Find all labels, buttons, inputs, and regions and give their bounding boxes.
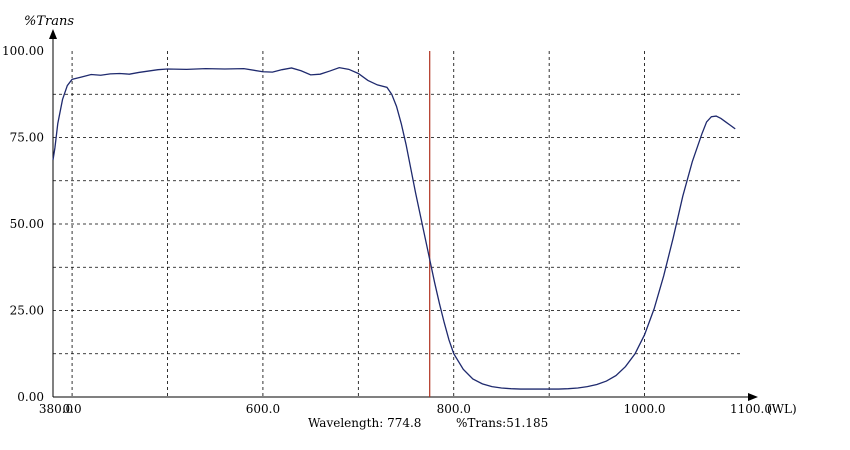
x-axis-arrow (748, 393, 758, 401)
y-axis-arrow (49, 29, 57, 39)
x-tick-label: 800.0 (437, 402, 471, 416)
x-tick-label: 1100.0 (730, 402, 772, 416)
series-line-trans (52, 66, 736, 390)
y-tick-label: 100.00 (2, 44, 44, 58)
y-tick-labels: 0.00 25.00 50.00 75.00 100.00 (2, 44, 44, 404)
y-tick-label: 50.00 (10, 217, 44, 231)
x-tick-labels: 380.00.0 600.0 800.0 1000.0 1100.0 (39, 402, 772, 416)
x-axis-unit-label: (WL) (767, 402, 797, 416)
x-tick-label: 380.0 (39, 402, 73, 416)
y-tick-label: 25.00 (10, 304, 44, 318)
y-tick-label: 75.00 (10, 131, 44, 145)
x-tick-label: 1000.0 (624, 402, 666, 416)
trans-readout: %Trans:51.185 (456, 416, 548, 430)
x-tick-label: 0.0 (63, 402, 82, 416)
wavelength-readout: Wavelength: 774.8 (308, 416, 421, 430)
axes (49, 29, 758, 401)
y-axis-title: %Trans (24, 14, 74, 29)
gridlines (53, 51, 740, 397)
x-tick-label: 600.0 (246, 402, 280, 416)
y-tick-label: 0.00 (17, 390, 44, 404)
